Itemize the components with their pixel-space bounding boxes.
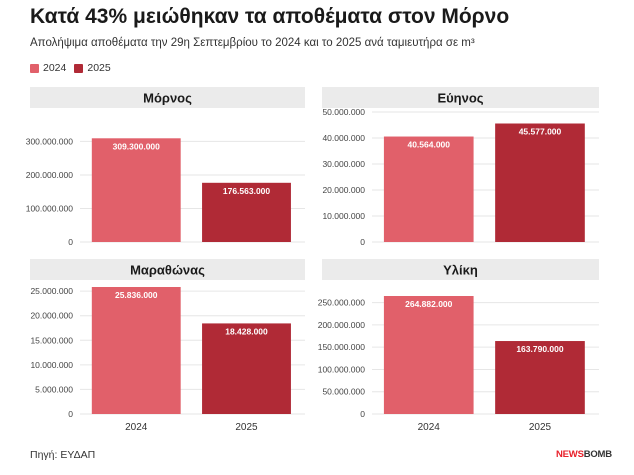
- panel-3-ytick-label: 15.000.000: [30, 335, 73, 345]
- legend-item-2025[interactable]: 2025: [74, 62, 111, 74]
- panel-2-ytick-label: 0: [360, 237, 365, 247]
- brand-logo: NEWSBOMB: [556, 449, 612, 460]
- legend-swatch-2024: [30, 63, 39, 73]
- panel-3-ytick-label: 5.000.000: [35, 384, 73, 394]
- panel-2-bar-2025: [495, 123, 585, 242]
- panel-2-title: Εύηνος: [437, 91, 483, 106]
- panel-3-ytick-label: 0: [68, 409, 73, 419]
- chart-title: Κατά 43% μειώθηκαν τα αποθέματα στον Μόρ…: [30, 5, 510, 28]
- panel-3-xtick-label: 2024: [125, 422, 148, 433]
- panel-3-data-label-2024: 25.836.000: [115, 290, 158, 300]
- panel-2-ytick-label: 40.000.000: [322, 133, 365, 143]
- panel-2-data-label-2025: 45.577.000: [519, 126, 562, 136]
- panel-1-title: Μόρνος: [143, 91, 192, 106]
- panel-3-data-label-2025: 18.428.000: [225, 326, 268, 336]
- panel-4-xtick-label: 2024: [418, 422, 441, 433]
- panel-2-ytick-label: 30.000.000: [322, 159, 365, 169]
- panel-1-data-label-2024: 309.300.000: [113, 141, 161, 151]
- panel-4-bar-2025: [495, 341, 585, 414]
- panel-4-bar-2024: [383, 296, 474, 414]
- legend-swatch-2025: [74, 63, 84, 73]
- panel-4-title: Υλίκη: [443, 263, 478, 278]
- legend-item-2024[interactable]: 2024: [30, 62, 66, 74]
- panel-3-ytick-label: 20.000.000: [30, 311, 73, 321]
- panel-3-ytick-label: 10.000.000: [30, 360, 73, 370]
- panel-4-header: [322, 259, 599, 280]
- panel-2-header: [322, 87, 599, 108]
- brand-logo-part2: BOMB: [583, 449, 612, 460]
- panel-4-xtick-label: 2025: [529, 422, 552, 433]
- panel-4-data-label-2024: 264.882.000: [405, 299, 453, 309]
- panel-4-ytick-label: 150.000.000: [318, 342, 366, 352]
- chart-subtitle: Απολήψιμα αποθέματα την 29η Σεπτεμβρίου …: [30, 37, 475, 49]
- panel-3-bar-2024: [91, 287, 181, 414]
- source-note: Πηγή: ΕΥΔΑΠ: [30, 449, 96, 461]
- panel-3-header: [30, 259, 305, 280]
- legend-label-2025: 2025: [87, 62, 111, 74]
- legend: 2024 2025: [30, 62, 111, 74]
- panel-4-ytick-label: 0: [360, 409, 365, 419]
- panel-2-ytick-label: 20.000.000: [322, 185, 365, 195]
- panel-4-ytick-label: 250.000.000: [318, 298, 366, 308]
- brand-logo-part1: NEWS: [556, 449, 584, 460]
- panel-1-header: [30, 87, 305, 108]
- panel-1-bar-2025: [202, 182, 291, 242]
- panel-4-data-label-2025: 163.790.000: [516, 344, 564, 354]
- panel-1-ytick-label: 200.000.000: [26, 170, 74, 180]
- legend-label-2024: 2024: [43, 62, 67, 74]
- panel-3-ytick-label: 25.000.000: [30, 286, 73, 296]
- charts-area: Μόρνος 0 100.000.000 200.000.000 300.000.000…: [26, 87, 599, 433]
- panel-3-title: Μαραθώνας: [130, 263, 205, 278]
- panel-1-ytick-label: 300.000.000: [26, 136, 74, 146]
- panel-4-ytick-label: 200.000.000: [318, 320, 366, 330]
- panel-2-ytick-label: 10.000.000: [322, 211, 365, 221]
- panel-2-data-label-2024: 40.564.000: [407, 140, 450, 150]
- panel-3-bar-2025: [202, 323, 291, 414]
- panel-2-bar-2024: [383, 136, 474, 242]
- panel-1-bar-2024: [91, 138, 181, 242]
- panel-1-ytick-label: 0: [68, 237, 73, 247]
- panel-4-ytick-label: 50.000.000: [322, 387, 365, 397]
- panel-1-ytick-label: 100.000.000: [26, 203, 74, 213]
- panel-2-ytick-label: 50.000.000: [322, 107, 365, 117]
- panel-3-xtick-label: 2025: [235, 422, 258, 433]
- panel-4-ytick-label: 100.000.000: [318, 364, 366, 374]
- panel-1-data-label-2025: 176.563.000: [223, 186, 271, 196]
